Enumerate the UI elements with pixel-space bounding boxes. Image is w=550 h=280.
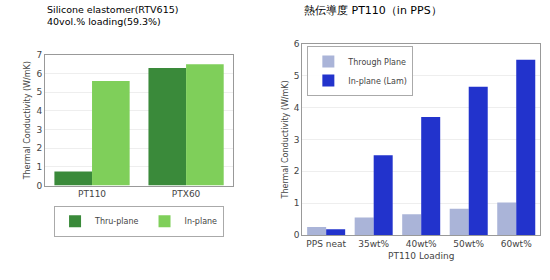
svg-text:PT110 Loading: PT110 Loading [388, 251, 454, 261]
svg-text:Thermal Conductivity (W/mK): Thermal Conductivity (W/mK) [23, 61, 32, 180]
svg-text:Thermal Conductivity (W/mK): Thermal Conductivity (W/mK) [281, 80, 290, 199]
svg-text:In-plane (Lam): In-plane (Lam) [348, 77, 406, 86]
svg-text:PPS neat: PPS neat [306, 239, 346, 249]
svg-text:PT110: PT110 [78, 189, 106, 199]
svg-text:50wt%: 50wt% [453, 239, 484, 249]
svg-text:Thru-plane: Thru-plane [94, 217, 138, 226]
svg-text:3: 3 [294, 135, 300, 145]
svg-text:In-plane: In-plane [185, 217, 218, 226]
svg-text:4: 4 [294, 103, 300, 113]
svg-text:Silicone elastomer(RTV615)40vo: Silicone elastomer(RTV615)40vol.% loadin… [47, 4, 178, 27]
svg-text:0: 0 [294, 230, 300, 240]
svg-text:4: 4 [36, 106, 42, 116]
svg-text:0: 0 [36, 181, 42, 191]
svg-text:5: 5 [294, 71, 300, 81]
svg-text:PTX60: PTX60 [172, 189, 201, 199]
svg-text:6: 6 [36, 69, 42, 79]
svg-text:3: 3 [36, 125, 42, 135]
svg-text:60wt%: 60wt% [501, 239, 532, 249]
svg-text:2: 2 [36, 143, 42, 153]
svg-text:2: 2 [294, 166, 300, 176]
svg-text:40wt%: 40wt% [406, 239, 437, 249]
svg-text:35wt%: 35wt% [358, 239, 389, 249]
svg-text:6: 6 [294, 39, 300, 49]
svg-text:Through Plane: Through Plane [347, 58, 406, 67]
svg-text:1: 1 [36, 162, 42, 172]
svg-text:熱伝導度 PT110（in PPS）: 熱伝導度 PT110（in PPS） [304, 4, 442, 17]
svg-text:1: 1 [294, 198, 300, 208]
svg-text:5: 5 [36, 87, 42, 97]
svg-text:7: 7 [36, 50, 42, 60]
